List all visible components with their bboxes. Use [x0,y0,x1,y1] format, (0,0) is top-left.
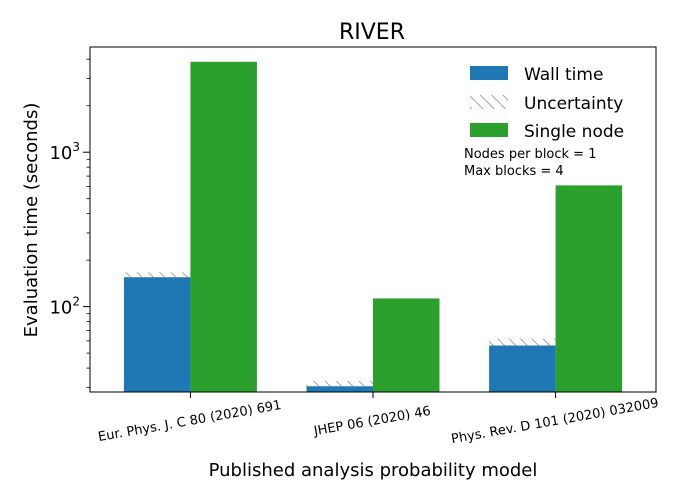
plot-frame [89,46,657,393]
legend-label-single-node: Single node [524,122,624,142]
bar-wall-time-phys-rev-d-101-2020-032009 [489,345,556,392]
annotation-max-blocks: Max blocks = 4 [464,164,564,179]
bar-single-node-phys-rev-d-101-2020-032009 [555,185,623,392]
x-tick-label-eur-phys-j-c-80-2020-691: Eur. Phys. J. C 80 (2020) 691 [97,398,283,445]
x-tick-label-phys-rev-d-101-2020-032009: Phys. Rev. D 101 (2020) 032009 [450,396,660,447]
x-axis-ticks: Eur. Phys. J. C 80 (2020) 691 JHEP 06 (20… [97,392,660,447]
y-axis-ticks: 102 103 [49,58,90,388]
bar-wall-time-eur-phys-j-c-80-2020-691 [123,277,191,392]
bars-layer [123,61,623,392]
uncertainty-band-eur-phys-j-c-80-2020-691 [123,272,191,278]
legend-label-wall-time: Wall time [524,65,603,85]
y-tick-label: 103 [49,140,80,164]
chart-title: RIVER [339,20,405,45]
legend-swatch-uncertainty [470,95,508,109]
uncertainty-band-jhep-06-2020-46 [306,380,373,387]
x-axis-label: Published analysis probability model [209,460,538,481]
bar-wall-time-jhep-06-2020-46 [306,386,373,392]
annotation-nodes-per-block: Nodes per block = 1 [464,147,596,162]
legend-label-uncertainty: Uncertainty [524,94,623,114]
bar-single-node-eur-phys-j-c-80-2020-691 [190,61,257,392]
uncertainty-band-phys-rev-d-101-2020-032009 [489,338,556,346]
legend: Wall time Uncertainty Single node [470,65,624,142]
x-tick-label-jhep-06-2020-46: JHEP 06 (2020) 46 [312,404,432,440]
y-tick-label: 102 [49,295,80,319]
legend-swatch-single-node [470,123,508,137]
bar-single-node-jhep-06-2020-46 [373,298,440,392]
y-axis-label: Evaluation time (seconds) [21,103,42,338]
legend-swatch-wall-time [470,66,508,80]
